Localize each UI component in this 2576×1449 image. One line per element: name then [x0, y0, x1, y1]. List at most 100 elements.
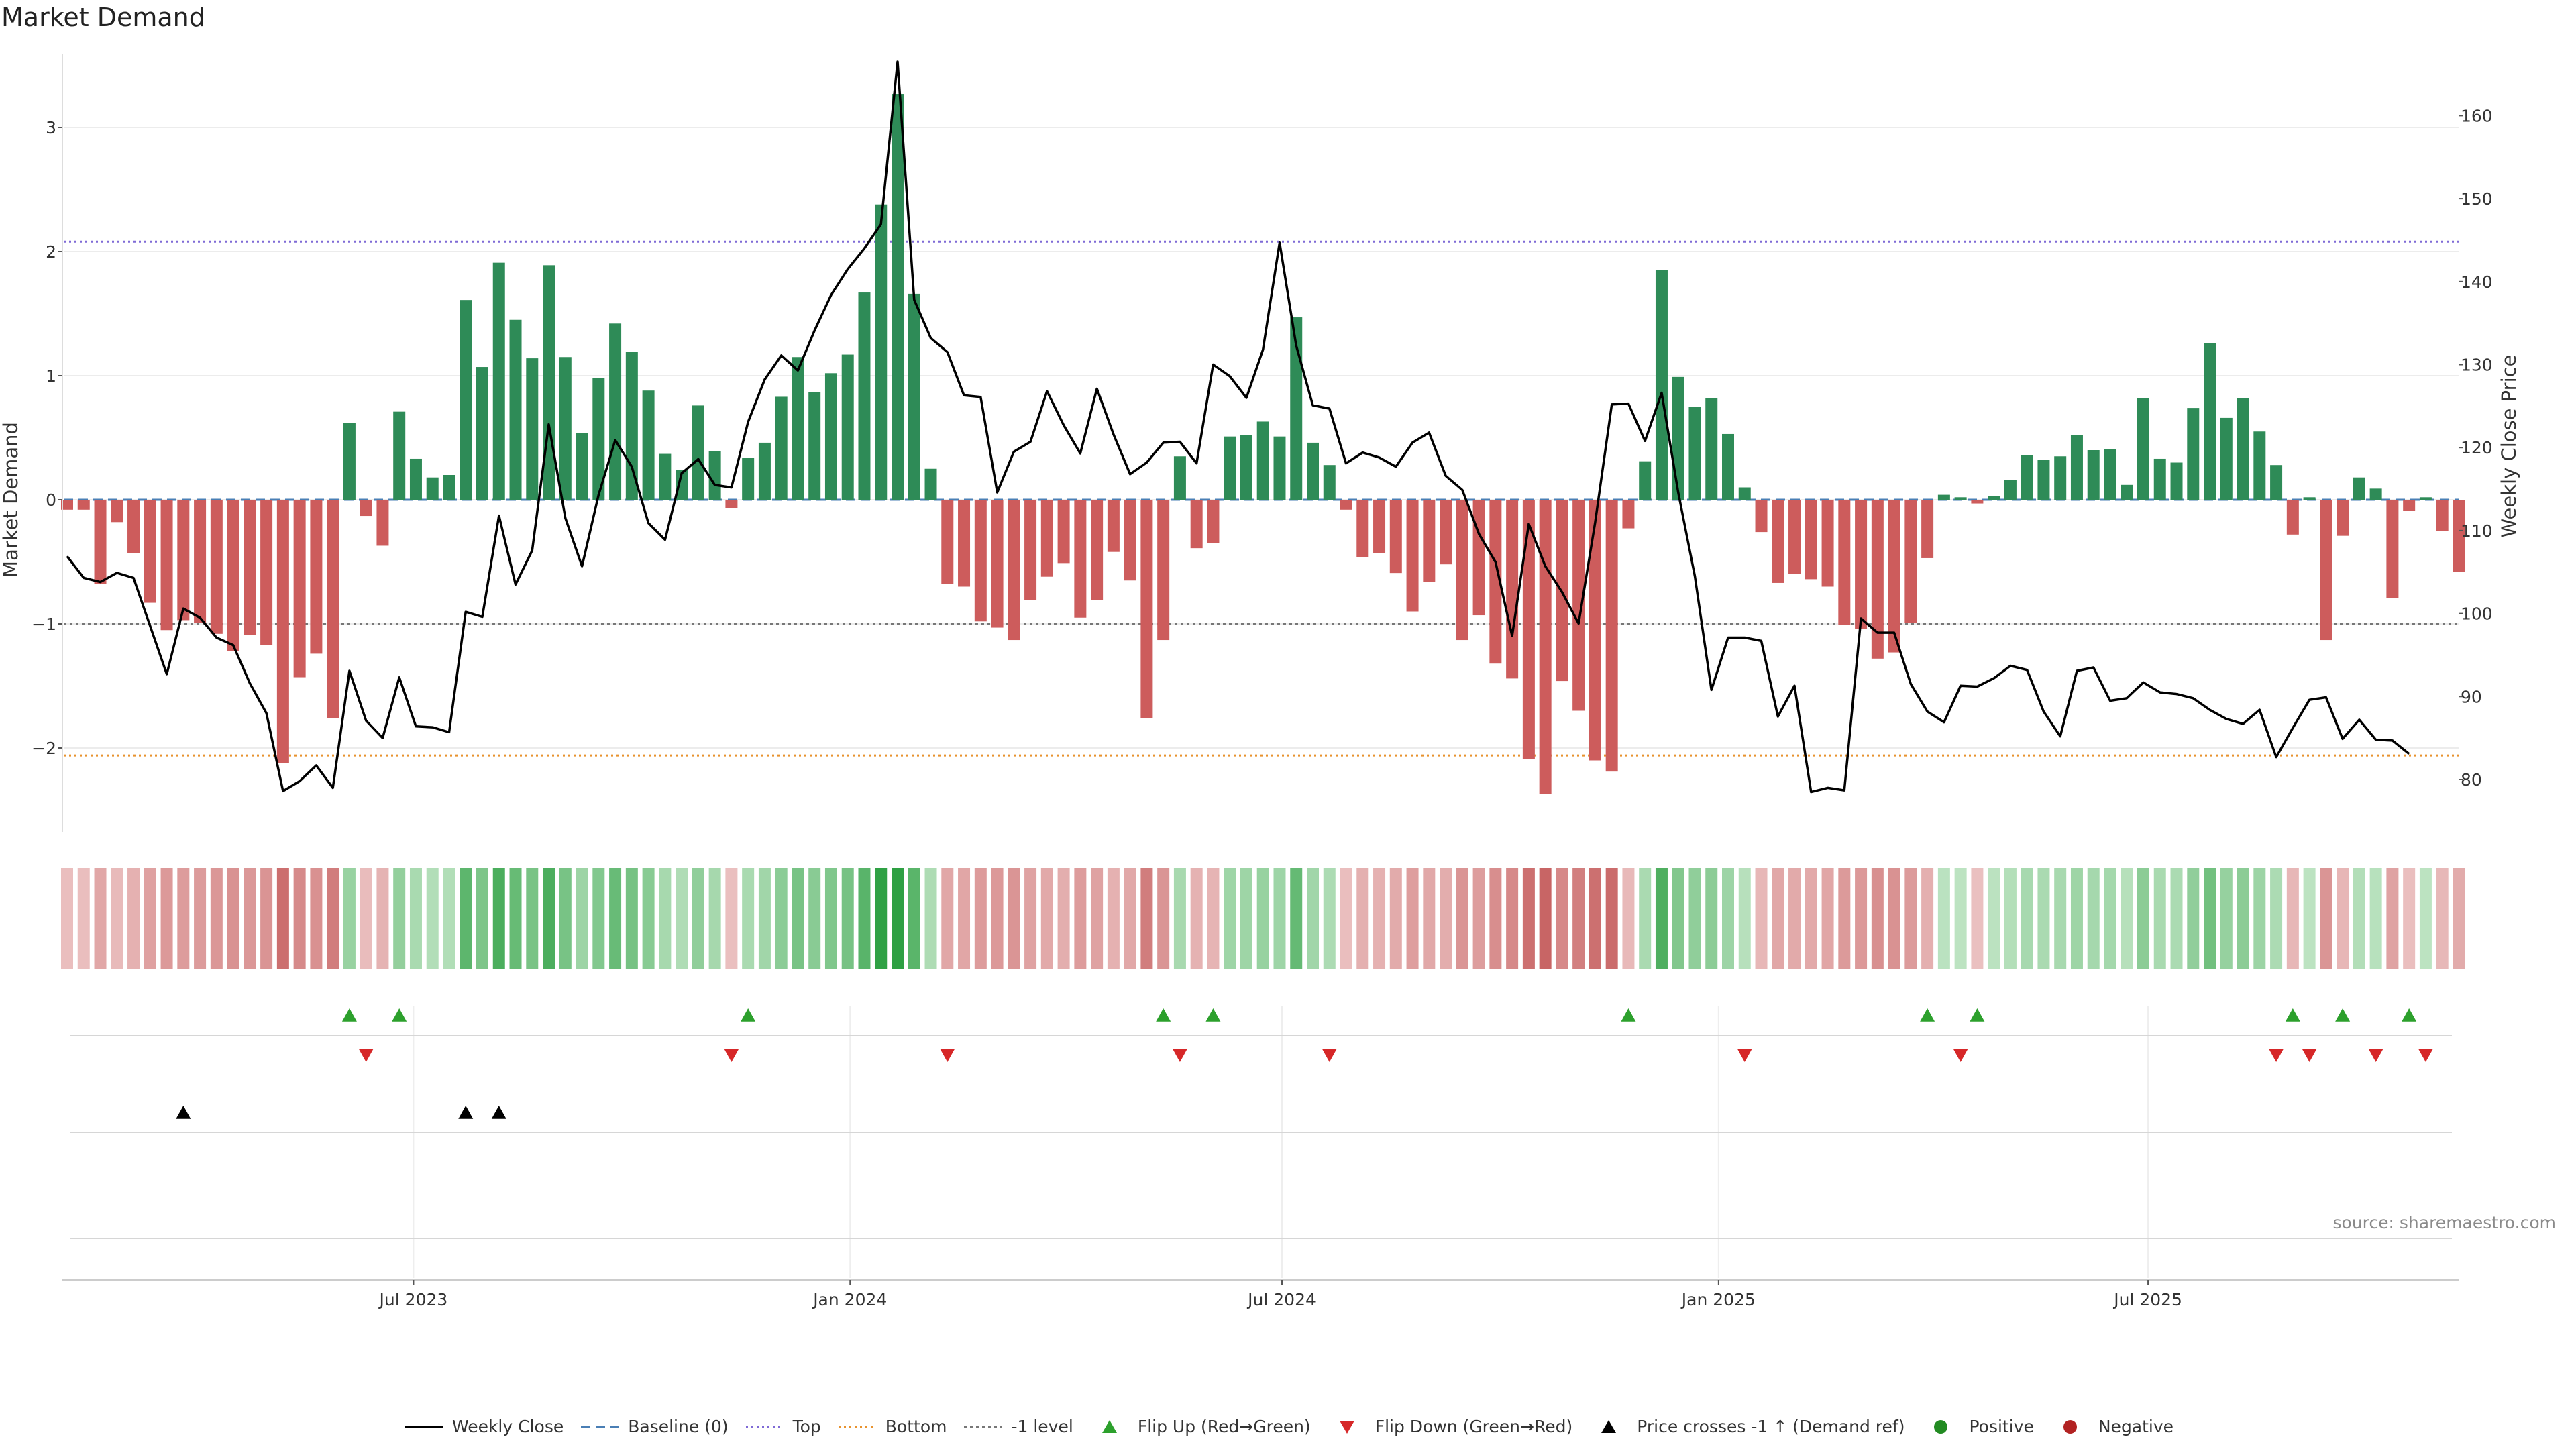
- x-tick-label: Jul 2025: [2112, 1290, 2182, 1309]
- heat-cell: [2204, 868, 2216, 969]
- heat-cell: [1855, 868, 1868, 969]
- demand-heatstrip: [61, 868, 2465, 969]
- source-note: source: sharemaestro.com: [2332, 1213, 2557, 1232]
- heat-cell: [1821, 868, 1834, 969]
- heat-cell: [2303, 868, 2316, 969]
- heat-cell: [1323, 868, 1336, 969]
- heat-cell: [409, 868, 422, 969]
- heat-cell: [1755, 868, 1768, 969]
- demand-bar: [1173, 456, 1186, 500]
- price-line: [66, 60, 2410, 794]
- heat-cell: [1871, 868, 1884, 969]
- heat-cell: [1440, 868, 1452, 969]
- heat-cell: [875, 868, 888, 969]
- demand-bar: [991, 500, 1004, 628]
- demand-bar: [1157, 500, 1170, 641]
- demand-bar: [2303, 497, 2316, 500]
- demand-bar: [1423, 500, 1436, 582]
- heat-cell: [991, 868, 1004, 969]
- demand-bar: [1821, 500, 1834, 587]
- heat-cell: [327, 868, 339, 969]
- y-tick-label: 0: [46, 490, 56, 510]
- heat-cell: [1539, 868, 1552, 969]
- x-tick-label: Jan 2024: [812, 1290, 887, 1309]
- demand-bar: [1124, 500, 1136, 581]
- heat-cell: [1954, 868, 1967, 969]
- heat-cell: [1024, 868, 1037, 969]
- page-title: Market Demand: [1, 3, 205, 32]
- demand-bar: [1805, 500, 1817, 580]
- heat-cell: [227, 868, 239, 969]
- demand-bar: [1589, 500, 1601, 761]
- demand-bar: [974, 500, 987, 622]
- heat-cell: [1688, 868, 1701, 969]
- demand-bar: [376, 500, 389, 546]
- legend-label: Negative: [2098, 1417, 2174, 1436]
- heat-cell: [808, 868, 821, 969]
- demand-bar: [1273, 436, 1286, 500]
- heat-cell: [210, 868, 223, 969]
- demand-bar: [841, 354, 854, 500]
- demand-bar: [1904, 500, 1917, 623]
- heat-cell: [974, 868, 987, 969]
- heat-cell: [775, 868, 788, 969]
- heat-cell: [1971, 868, 1984, 969]
- demand-bar: [177, 500, 190, 621]
- heat-cell: [2137, 868, 2149, 969]
- heat-cell: [2453, 868, 2465, 969]
- demand-bar: [642, 390, 655, 500]
- heat-cell: [2070, 868, 2083, 969]
- demand-bar: [2320, 500, 2332, 641]
- heat-cell: [1805, 868, 1817, 969]
- legend-swatch: [1102, 1419, 1117, 1433]
- legend-item: Price crosses -1 ↑ (Demand ref): [1587, 1417, 1904, 1436]
- heat-cell: [426, 868, 439, 969]
- heat-cell: [1124, 868, 1136, 969]
- heat-cell: [1140, 868, 1153, 969]
- flip-up-marker: [392, 1008, 407, 1022]
- legend-item: Positive: [1919, 1417, 2034, 1436]
- heat-cell: [1788, 868, 1801, 969]
- heat-cell: [1472, 868, 1485, 969]
- heat-cell: [559, 868, 572, 969]
- heat-cell: [2121, 868, 2133, 969]
- demand-bar: [2386, 500, 2399, 598]
- heat-cell: [1556, 868, 1568, 969]
- heat-cell: [1705, 868, 1718, 969]
- heat-cell: [160, 868, 173, 969]
- demand-bar: [1722, 433, 1734, 500]
- heat-cell: [1772, 868, 1784, 969]
- flip-up-marker: [1156, 1008, 1171, 1022]
- flip-down-marker: [1737, 1049, 1752, 1062]
- heat-cell: [758, 868, 771, 969]
- heat-cell: [708, 868, 721, 969]
- demand-bar: [1672, 376, 1684, 500]
- demand-bar: [2436, 500, 2449, 531]
- demand-bars: [61, 94, 2465, 794]
- heat-cell: [609, 868, 622, 969]
- price-cross-marker: [491, 1106, 506, 1119]
- legend-item: Flip Down (Green→Red): [1326, 1417, 1572, 1436]
- heat-cell: [2054, 868, 2067, 969]
- heat-cell: [1622, 868, 1635, 969]
- demand-bar: [559, 357, 572, 500]
- heat-cell: [2237, 868, 2249, 969]
- flip-markers: [341, 1008, 2433, 1062]
- demand-bar: [2253, 431, 2266, 500]
- heat-cell: [1572, 868, 1585, 969]
- flip-down-marker: [1953, 1049, 1968, 1062]
- heat-cell: [526, 868, 539, 969]
- demand-bar: [676, 470, 688, 500]
- demand-bar: [708, 451, 721, 500]
- demand-bar: [742, 458, 755, 500]
- demand-bar: [443, 475, 455, 500]
- heat-cell: [2170, 868, 2183, 969]
- demand-bar: [2419, 497, 2432, 500]
- y-tick-label: 3: [46, 118, 56, 138]
- y-tick-label: 1: [46, 366, 56, 386]
- heat-cell: [841, 868, 854, 969]
- demand-bar: [1373, 500, 1386, 553]
- heat-cell: [1157, 868, 1170, 969]
- demand-bar: [2104, 449, 2116, 500]
- heat-cell: [2436, 868, 2449, 969]
